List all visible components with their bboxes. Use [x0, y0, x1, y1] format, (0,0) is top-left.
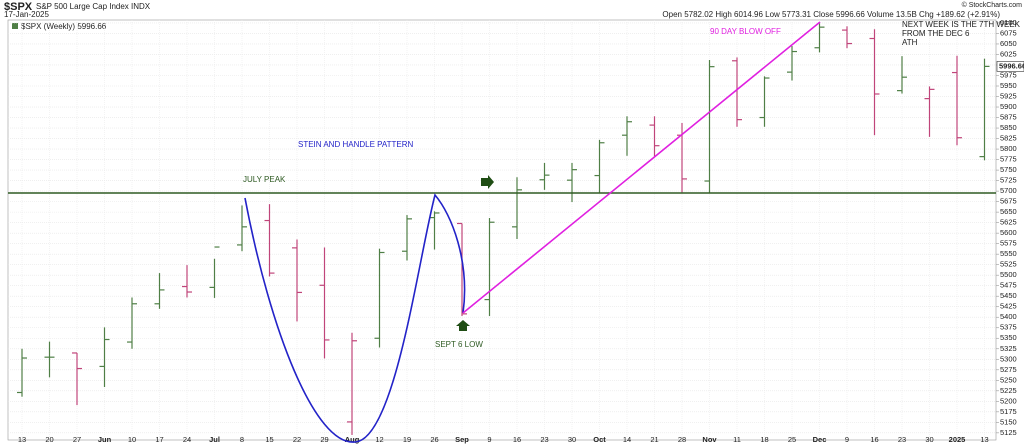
- x-tick-label: 16: [513, 435, 521, 444]
- quote: Open 5782.02 High 6014.96 Low 5773.31 Cl…: [662, 10, 1000, 19]
- annotation: 90 DAY BLOW OFF: [710, 27, 781, 36]
- x-tick-label: 20: [45, 435, 53, 444]
- chart-subtitle: S&P 500 Large Cap Index INDX: [36, 2, 151, 11]
- x-tick-label: 25: [788, 435, 796, 444]
- price-tag: [996, 61, 1024, 72]
- y-tick-label: 5675: [1000, 197, 1017, 206]
- y-tick-label: 5750: [1000, 165, 1017, 174]
- y-tick-label: 5275: [1000, 365, 1017, 374]
- x-tick-label: 11: [733, 435, 741, 444]
- x-tick-label: 16: [870, 435, 878, 444]
- x-tick-label: 2025: [949, 435, 966, 444]
- x-tick-label: 17: [155, 435, 163, 444]
- y-tick-label: 5925: [1000, 92, 1017, 101]
- annotation: ATH: [902, 38, 918, 47]
- x-tick-label: 29: [320, 435, 328, 444]
- arrow-right: [481, 175, 494, 189]
- x-tick-label: 22: [293, 435, 301, 444]
- price-tag-label: 5996.66: [999, 61, 1024, 70]
- y-tick-label: 5125: [1000, 428, 1017, 437]
- x-tick-label: Jul: [209, 435, 220, 444]
- y-tick-label: 5825: [1000, 134, 1017, 143]
- y-tick-label: 5850: [1000, 123, 1017, 132]
- y-tick-label: 6100: [1000, 18, 1017, 27]
- x-tick-label: 10: [128, 435, 136, 444]
- plot-frame: [7, 19, 997, 441]
- y-tick-label: 5725: [1000, 176, 1017, 185]
- x-tick-label: 13: [18, 435, 26, 444]
- x-tick-label: 21: [650, 435, 658, 444]
- x-tick-label: 30: [925, 435, 933, 444]
- y-tick-label: 5900: [1000, 102, 1017, 111]
- chart-date: 17-Jan-2025: [4, 10, 49, 19]
- x-tick-label: 15: [265, 435, 273, 444]
- y-tick-label: 5975: [1000, 70, 1017, 79]
- y-tick-label: 5800: [1000, 144, 1017, 153]
- x-tick-label: 9: [845, 435, 849, 444]
- x-tick-label: Oct: [593, 435, 606, 444]
- y-tick-label: 5350: [1000, 333, 1017, 342]
- y-tick-label: 5575: [1000, 239, 1017, 248]
- annotation: STEIN AND HANDLE PATTERN: [298, 140, 414, 149]
- x-tick-label: 8: [240, 435, 244, 444]
- x-tick-label: 23: [540, 435, 548, 444]
- x-tick-label: Jun: [98, 435, 112, 444]
- y-tick-label: 5250: [1000, 375, 1017, 384]
- x-tick-label: Nov: [702, 435, 717, 444]
- y-tick-label: 5500: [1000, 270, 1017, 279]
- y-tick-label: 5775: [1000, 155, 1017, 164]
- annotation: NEXT WEEK IS THE 7TH WEEK: [902, 20, 1021, 29]
- y-tick-label: 5175: [1000, 407, 1017, 416]
- y-tick-label: 5400: [1000, 312, 1017, 321]
- y-tick-label: 5425: [1000, 302, 1017, 311]
- y-tick-label: 5525: [1000, 260, 1017, 269]
- x-tick-label: 14: [623, 435, 631, 444]
- annotation: JULY PEAK: [243, 175, 286, 184]
- credit: © StockCharts.com: [962, 1, 1023, 9]
- annotation: FROM THE DEC 6: [902, 29, 970, 38]
- y-tick-label: 5450: [1000, 291, 1017, 300]
- annotation: SEPT 6 LOW: [435, 340, 483, 349]
- x-tick-label: 26: [430, 435, 438, 444]
- y-tick-label: 5375: [1000, 323, 1017, 332]
- arrow-up: [456, 320, 470, 331]
- x-tick-label: 19: [403, 435, 411, 444]
- y-tick-label: 5300: [1000, 354, 1017, 363]
- trend-line: [462, 21, 821, 314]
- y-tick-label: 5150: [1000, 417, 1017, 426]
- y-tick-label: 5225: [1000, 386, 1017, 395]
- x-tick-label: 9: [487, 435, 491, 444]
- y-tick-label: 5325: [1000, 344, 1017, 353]
- y-tick-label: 6075: [1000, 28, 1017, 37]
- y-tick-label: 5875: [1000, 113, 1017, 122]
- y-tick-label: 5650: [1000, 207, 1017, 216]
- x-tick-label: 27: [73, 435, 81, 444]
- x-tick-label: 30: [568, 435, 576, 444]
- y-tick-label: 5700: [1000, 186, 1017, 195]
- x-tick-label: Dec: [813, 435, 827, 444]
- chart-title: $SPX: [4, 1, 33, 13]
- x-tick-label: 12: [375, 435, 383, 444]
- legend-entry: $SPX (Weekly) 5996.66: [21, 22, 107, 31]
- y-tick-label: 5475: [1000, 281, 1017, 290]
- y-tick-label: 5625: [1000, 218, 1017, 227]
- x-tick-label: Sep: [455, 435, 469, 444]
- legend-swatch: [12, 23, 18, 29]
- y-tick-label: 5950: [1000, 81, 1017, 90]
- y-tick-label: 5600: [1000, 228, 1017, 237]
- x-tick-label: 28: [678, 435, 686, 444]
- y-tick-label: 6050: [1000, 39, 1017, 48]
- x-tick-label: 18: [760, 435, 768, 444]
- y-tick-label: 5550: [1000, 249, 1017, 258]
- x-tick-label: 13: [980, 435, 988, 444]
- cup-handle-curve: [244, 193, 466, 443]
- y-tick-label: 5200: [1000, 396, 1017, 405]
- x-tick-label: 23: [898, 435, 906, 444]
- x-tick-label: 24: [183, 435, 191, 444]
- x-tick-label: Aug: [345, 435, 360, 444]
- y-tick-label: 6025: [1000, 49, 1017, 58]
